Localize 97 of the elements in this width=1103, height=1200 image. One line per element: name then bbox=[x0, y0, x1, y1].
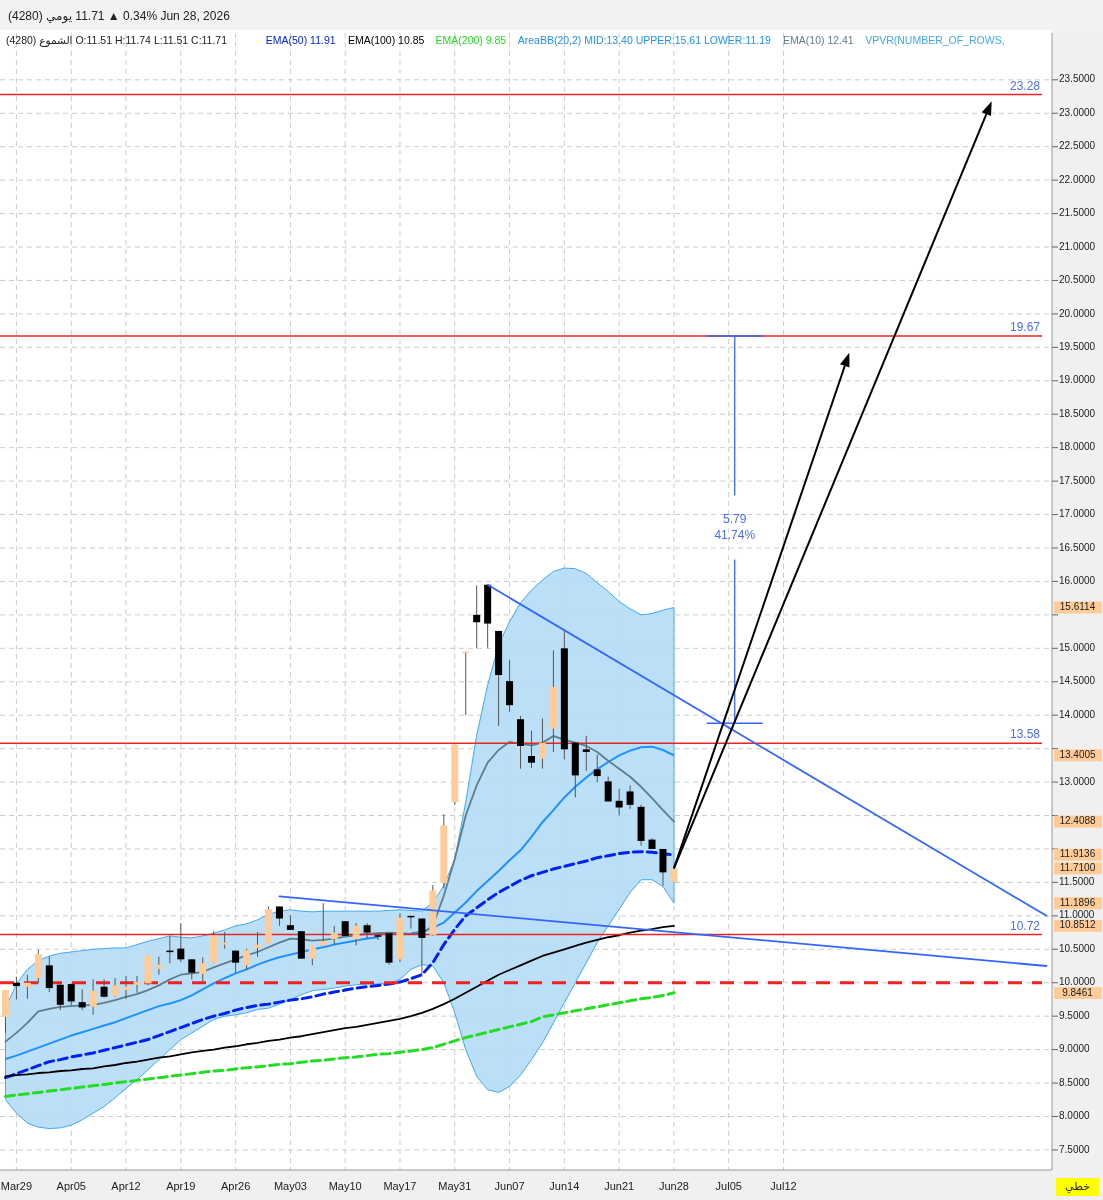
candlestick bbox=[593, 754, 601, 783]
y-tick-label: 23.5000 bbox=[1059, 73, 1096, 85]
text: EMA(100) 10.85 bbox=[347, 34, 425, 46]
candlestick bbox=[199, 956, 207, 982]
text: AreaBB(20,2) MID:13.40 UPPER:15.61 LOWER:11.19 bbox=[517, 34, 771, 46]
y-tick-label: 8.5000 bbox=[1059, 1076, 1091, 1088]
candlestick bbox=[122, 975, 130, 1000]
line-series bbox=[4, 924, 675, 1078]
y-tick-label: 10.0000 bbox=[1059, 976, 1096, 988]
y-tick-label: 23.0000 bbox=[1059, 106, 1096, 118]
y-tick-label: 11.5000 bbox=[1059, 876, 1095, 888]
y-tick-label: 22.5000 bbox=[1059, 140, 1096, 152]
x-tick-label: May10 bbox=[328, 1180, 362, 1192]
y-tick-label: 18.5000 bbox=[1059, 407, 1096, 419]
candlestick bbox=[254, 931, 262, 958]
y-tick-label: 10.5000 bbox=[1059, 942, 1096, 954]
y-tick-label: 9.0000 bbox=[1059, 1043, 1091, 1055]
y-tick-label: 9.5000 bbox=[1059, 1009, 1091, 1021]
text: 9.8461 bbox=[1062, 986, 1094, 998]
line-series bbox=[3, 991, 676, 1098]
x-tick-label: Jun28 bbox=[658, 1180, 689, 1192]
x-tick-label: Jun14 bbox=[549, 1180, 580, 1192]
x-tick-label: Jul05 bbox=[715, 1180, 742, 1192]
candlestick bbox=[67, 982, 75, 1006]
candlestick bbox=[275, 905, 283, 927]
candlestick bbox=[604, 776, 612, 802]
candlestick bbox=[538, 718, 546, 770]
y-tick-label: 22.0000 bbox=[1059, 173, 1096, 185]
text: EMA(50) 11.91 bbox=[265, 34, 336, 46]
candlestick bbox=[582, 735, 590, 772]
x-tick-label: May31 bbox=[438, 1180, 472, 1192]
text: 11.7100 bbox=[1059, 862, 1096, 873]
text: EMA(10) 12.41 bbox=[783, 34, 854, 46]
y-tick-label: 13.0000 bbox=[1059, 775, 1096, 787]
candlestick bbox=[352, 922, 360, 946]
ref-line-label: 13.58 bbox=[1009, 727, 1041, 742]
y-tick-label: 17.5000 bbox=[1059, 474, 1096, 486]
annotation: 5.79 bbox=[723, 511, 747, 526]
candlestick bbox=[111, 977, 119, 998]
candlestick bbox=[45, 956, 53, 993]
y-tick-label: 17.0000 bbox=[1059, 508, 1096, 520]
x-tick-label: May03 bbox=[273, 1180, 307, 1192]
text: EMA(200) 9.85 bbox=[435, 34, 507, 46]
y-tick-label: 14.0000 bbox=[1059, 708, 1096, 720]
candlestick bbox=[659, 848, 667, 887]
scale-button: خطي bbox=[1056, 1178, 1099, 1196]
candlestick bbox=[23, 974, 31, 1000]
candlestick bbox=[243, 948, 251, 971]
y-tick-label: 21.5000 bbox=[1059, 207, 1096, 219]
y-tick-label: 21.0000 bbox=[1059, 240, 1096, 252]
x-tick-label: Jun07 bbox=[494, 1180, 525, 1192]
text: 11.1896 bbox=[1059, 896, 1096, 908]
text: 15.6114 bbox=[1059, 601, 1096, 613]
annotation: 41.74% bbox=[714, 527, 756, 542]
x-tick-label: Apr26 bbox=[220, 1180, 251, 1192]
y-tick-label: 7.5000 bbox=[1059, 1143, 1091, 1155]
y-tick-label: 20.5000 bbox=[1059, 274, 1096, 286]
candlestick bbox=[188, 958, 196, 980]
y-tick-label: 20.0000 bbox=[1059, 307, 1096, 319]
x-tick-label: Jul12 bbox=[770, 1180, 797, 1192]
candlestick bbox=[473, 584, 481, 649]
text: 11.9136 bbox=[1059, 848, 1096, 860]
y-tick-label: 19.0000 bbox=[1059, 374, 1096, 386]
ref-line-label: 10.72 bbox=[1009, 918, 1041, 933]
candlestick bbox=[133, 975, 141, 994]
y-tick-label: 16.5000 bbox=[1059, 541, 1096, 553]
x-tick-label: Apr05 bbox=[56, 1180, 86, 1192]
candlestick bbox=[12, 976, 20, 1000]
ref-line-label: 23.28 bbox=[1009, 78, 1041, 93]
y-tick-label: 14.5000 bbox=[1059, 675, 1096, 687]
y-tick-label: 8.0000 bbox=[1059, 1110, 1091, 1122]
x-tick-label: Apr19 bbox=[166, 1180, 196, 1192]
text: 10.8512 bbox=[1059, 919, 1097, 931]
x-tick-label: Jun21 bbox=[604, 1180, 635, 1192]
candlestick bbox=[78, 988, 86, 1011]
y-tick-label: 11.0000 bbox=[1059, 909, 1095, 921]
candlestick bbox=[374, 932, 382, 941]
candlestick bbox=[89, 978, 97, 1016]
x-tick-label: May17 bbox=[383, 1180, 417, 1192]
y-tick-label: 19.5000 bbox=[1059, 340, 1096, 352]
candlestick bbox=[319, 902, 327, 946]
y-tick-label: 15.0000 bbox=[1059, 641, 1096, 653]
annotation: VPVR(NUMBER_OF_ROWS, bbox=[865, 34, 1005, 46]
x-tick-label: Mar29 bbox=[0, 1180, 33, 1192]
text: 12.4088 bbox=[1059, 815, 1097, 827]
candlestick bbox=[527, 730, 535, 769]
candlestick bbox=[626, 784, 634, 810]
candlestick bbox=[177, 922, 185, 963]
ref-line-label: 19.67 bbox=[1009, 319, 1041, 334]
candlestick bbox=[155, 956, 163, 976]
candlestick bbox=[56, 984, 64, 1011]
candlestick bbox=[363, 922, 371, 940]
y-tick-label: 18.0000 bbox=[1059, 441, 1096, 453]
text: 13.4005 bbox=[1059, 748, 1097, 760]
x-tick-label: Apr12 bbox=[111, 1180, 141, 1192]
y-tick-label: 16.0000 bbox=[1059, 575, 1096, 587]
candlestick bbox=[418, 918, 426, 978]
